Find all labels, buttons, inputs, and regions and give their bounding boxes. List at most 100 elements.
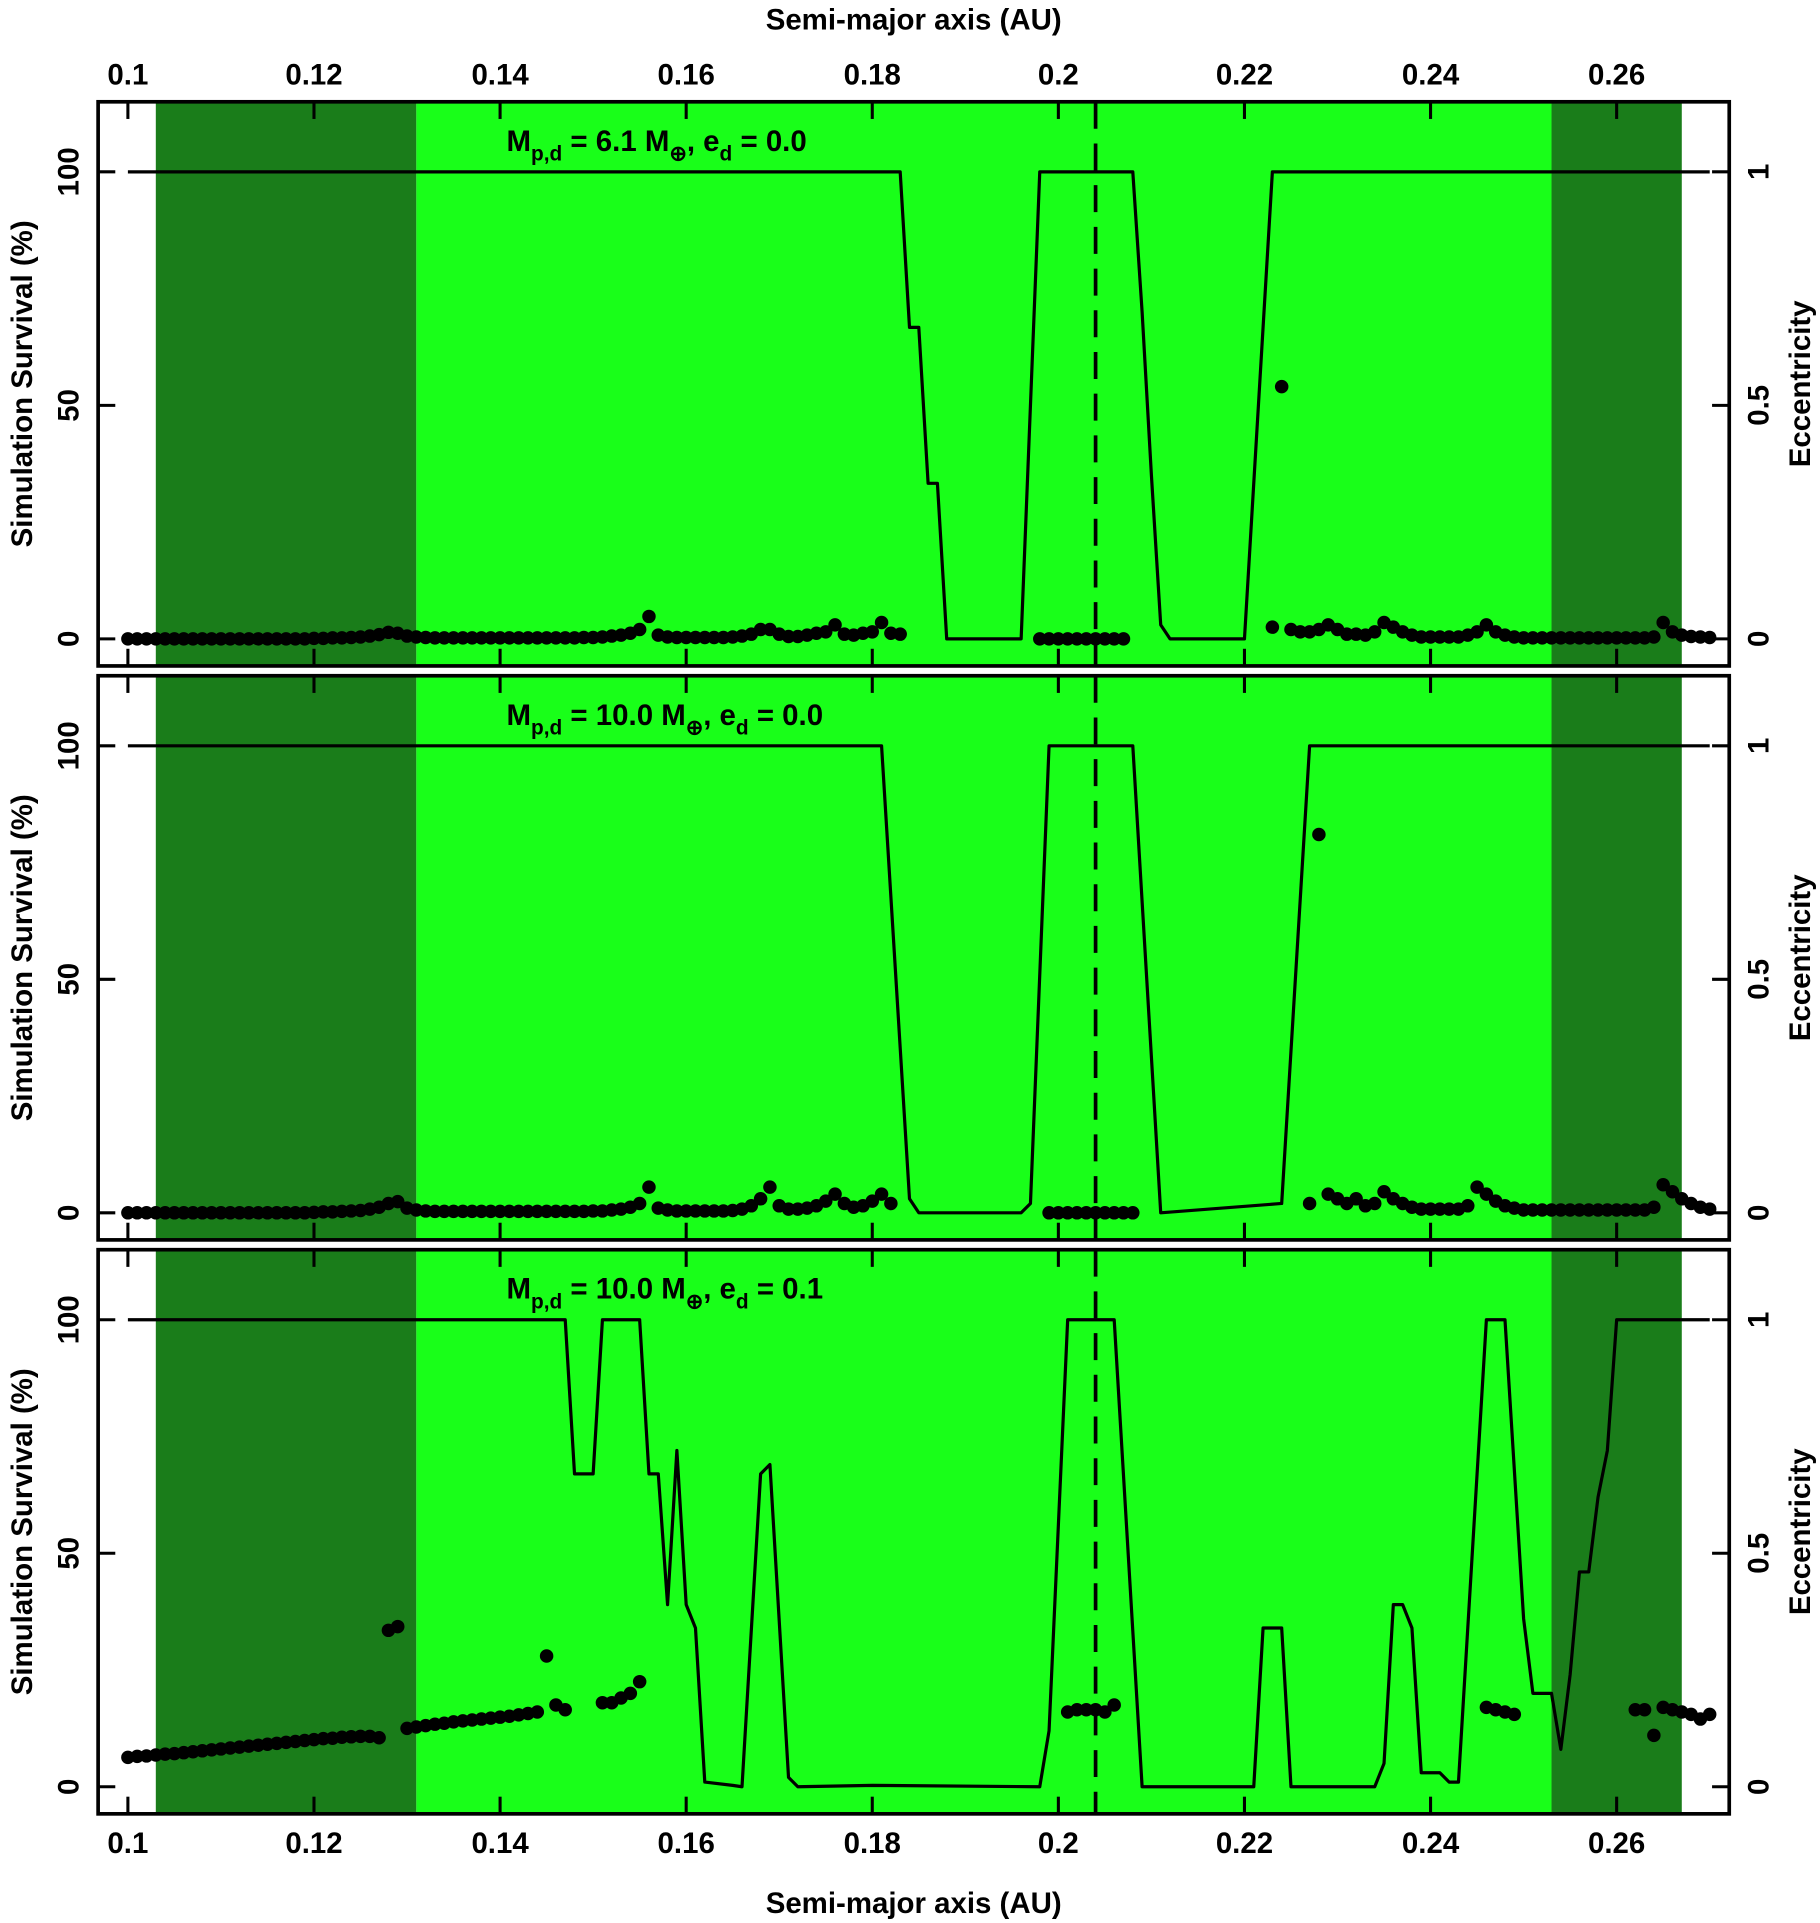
panel-annotation: Mp,d = 6.1 M⊕, ed = 0.0 bbox=[507, 125, 807, 166]
x-tick-label: 0.16 bbox=[658, 59, 715, 92]
x-axis-label: Semi-major axis (AU) bbox=[766, 3, 1062, 36]
eccentricity-point bbox=[1591, 1203, 1605, 1217]
x-tick-label: 0.2 bbox=[1038, 59, 1079, 92]
eccentricity-point bbox=[1628, 1702, 1643, 1717]
eccentricity-point bbox=[456, 631, 470, 645]
x-tick-label: 0.14 bbox=[471, 1827, 529, 1860]
eccentricity-point bbox=[204, 632, 219, 646]
eccentricity-point bbox=[121, 632, 135, 646]
eccentricity-point bbox=[1051, 1206, 1066, 1220]
annotation-part: = 0.1 bbox=[749, 1273, 823, 1306]
eccentricity-point bbox=[1442, 630, 1456, 644]
eccentricity-point bbox=[437, 1204, 452, 1219]
eccentricity-point bbox=[1340, 627, 1354, 641]
eccentricity-point bbox=[1581, 1203, 1596, 1217]
annotation-part: p,d bbox=[531, 143, 562, 166]
y-axis-label: Simulation Survival (%) bbox=[6, 794, 39, 1121]
eccentricity-point bbox=[521, 631, 535, 645]
y-tick-label: 100 bbox=[52, 147, 85, 196]
eccentricity-point bbox=[1535, 631, 1549, 645]
x-tick-label: 0.22 bbox=[1216, 59, 1273, 92]
eccentricity-point bbox=[158, 632, 172, 646]
eccentricity-point bbox=[632, 1196, 647, 1211]
region bbox=[155, 675, 417, 1240]
y2-tick-label: 0 bbox=[1742, 1779, 1775, 1795]
eccentricity-point bbox=[539, 1204, 554, 1219]
annotation-part: ⊕ bbox=[669, 143, 686, 166]
annotation-part: d bbox=[720, 143, 733, 166]
eccentricity-point bbox=[1628, 631, 1643, 645]
eccentricity-point bbox=[865, 1194, 880, 1208]
eccentricity-point bbox=[1070, 1702, 1084, 1717]
eccentricity-point bbox=[595, 1695, 610, 1710]
eccentricity-point bbox=[307, 631, 321, 646]
eccentricity-point bbox=[1619, 631, 1633, 645]
survival-line bbox=[127, 744, 1710, 1215]
eccentricity-point bbox=[456, 1204, 470, 1219]
eccentricity-point bbox=[1302, 1196, 1317, 1211]
eccentricity-point bbox=[753, 622, 768, 637]
x-tick-label: 0.26 bbox=[1588, 1827, 1645, 1860]
eccentricity-point bbox=[1470, 1180, 1484, 1194]
eccentricity-point bbox=[1554, 1203, 1568, 1217]
annotation-part: d bbox=[736, 1291, 749, 1314]
eccentricity-point bbox=[1265, 620, 1280, 634]
eccentricity-point bbox=[1367, 625, 1382, 639]
eccentricity-point bbox=[353, 1729, 368, 1744]
eccentricity-point bbox=[176, 632, 191, 646]
eccentricity-point bbox=[1470, 625, 1484, 639]
eccentricity-point bbox=[139, 632, 154, 646]
eccentricity-point bbox=[707, 1204, 721, 1218]
eccentricity-point bbox=[1098, 1705, 1112, 1719]
y-tick-label: 50 bbox=[52, 963, 85, 996]
eccentricity-point bbox=[1609, 631, 1624, 645]
eccentricity-point bbox=[1581, 631, 1596, 645]
eccentricity-point bbox=[828, 618, 842, 632]
eccentricity-point bbox=[1544, 631, 1559, 645]
eccentricity-point bbox=[260, 1206, 275, 1220]
eccentricity-point bbox=[270, 1206, 284, 1220]
eccentricity-point bbox=[1507, 1707, 1522, 1722]
eccentricity-point bbox=[744, 1199, 759, 1213]
y2-tick-label: 1 bbox=[1742, 1312, 1775, 1328]
eccentricity-point bbox=[1423, 630, 1438, 644]
eccentricity-point bbox=[428, 631, 442, 645]
annotation-part: M bbox=[507, 125, 532, 158]
eccentricity-point bbox=[167, 632, 182, 646]
x-tick-label: 0.2 bbox=[1038, 1827, 1079, 1860]
eccentricity-point bbox=[223, 1206, 237, 1220]
eccentricity-point bbox=[511, 1204, 526, 1219]
eccentricity-point bbox=[819, 625, 833, 639]
eccentricity-point bbox=[465, 631, 479, 645]
eccentricity-point bbox=[1367, 1196, 1382, 1211]
eccentricity-point bbox=[195, 1206, 210, 1220]
y2-tick-label: 0.5 bbox=[1742, 385, 1775, 426]
y2-tick-label: 0.5 bbox=[1742, 959, 1775, 1000]
x-tick-label: 0.14 bbox=[471, 59, 529, 92]
eccentricity-point bbox=[679, 630, 693, 645]
eccentricity-point bbox=[390, 1619, 405, 1634]
eccentricity-point bbox=[1414, 630, 1428, 644]
y2-axis-label: Eccentricity bbox=[1784, 300, 1817, 467]
eccentricity-point bbox=[1600, 631, 1615, 645]
y2-tick-label: 1 bbox=[1742, 738, 1775, 754]
panel-annotation: Mp,d = 10.0 M⊕, ed = 0.0 bbox=[507, 699, 824, 740]
eccentricity-point bbox=[260, 632, 275, 646]
eccentricity-point bbox=[1116, 632, 1131, 646]
eccentricity-point bbox=[251, 1206, 265, 1220]
y-axis-label: Simulation Survival (%) bbox=[6, 1368, 39, 1695]
eccentricity-point bbox=[567, 1204, 582, 1219]
eccentricity-point bbox=[242, 632, 256, 646]
eccentricity-point bbox=[1107, 632, 1121, 646]
eccentricity-point bbox=[1554, 631, 1568, 645]
eccentricity-point bbox=[1702, 630, 1717, 645]
y2-tick-label: 0 bbox=[1742, 1205, 1775, 1221]
eccentricity-point bbox=[232, 1206, 247, 1220]
eccentricity-point bbox=[1647, 1728, 1661, 1743]
eccentricity-point bbox=[186, 1206, 200, 1220]
eccentricity-point bbox=[1609, 1203, 1624, 1217]
eccentricity-point bbox=[1088, 632, 1103, 646]
eccentricity-point bbox=[679, 1204, 693, 1218]
plot-frame bbox=[96, 99, 1732, 668]
eccentricity-point bbox=[511, 631, 526, 645]
